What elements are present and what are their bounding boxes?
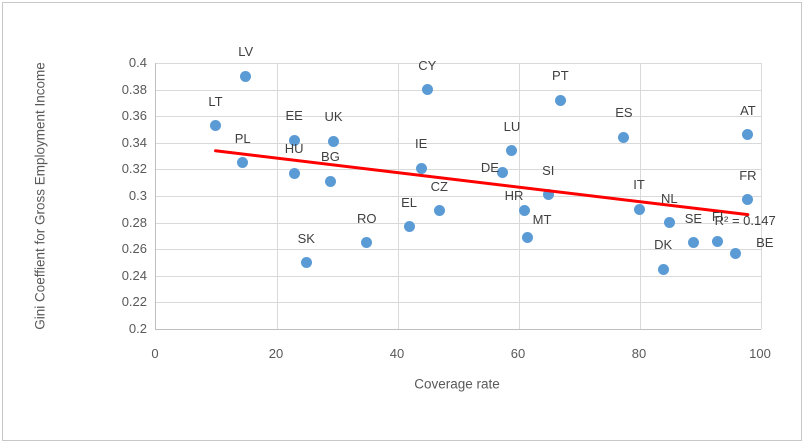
data-label-EE: EE	[285, 108, 303, 124]
data-point-SK	[300, 257, 312, 268]
data-label-ES: ES	[615, 105, 633, 121]
data-point-IT	[633, 203, 645, 215]
data-point-UK	[327, 135, 339, 147]
data-point-RO	[361, 237, 373, 249]
data-label-HR: HR	[504, 187, 524, 203]
data-point-NL	[663, 217, 675, 229]
data-label-CY: CY	[418, 57, 437, 73]
data-point-PT	[554, 94, 566, 106]
r-squared-label: R² = 0.147	[714, 213, 776, 229]
y-tick-label: 0.26	[121, 241, 147, 257]
y-tick-label: 0.22	[121, 294, 147, 310]
data-label-PL: PL	[234, 130, 251, 146]
gridline-horizontal	[156, 222, 761, 224]
trendline	[214, 149, 750, 217]
data-label-BE: BE	[756, 235, 774, 251]
data-label-EL: EL	[401, 194, 418, 210]
data-point-CZ	[433, 205, 445, 217]
data-label-LV: LV	[238, 44, 254, 60]
x-tick-label: 20	[268, 346, 284, 361]
data-point-BG	[324, 175, 336, 187]
data-point-BE	[730, 247, 742, 259]
gridline-horizontal	[156, 302, 761, 304]
gridline-vertical	[398, 63, 399, 329]
data-label-MT: MT	[532, 212, 552, 228]
y-tick-label: 0.24	[121, 267, 147, 283]
data-label-RO: RO	[357, 210, 377, 226]
data-point-PL	[237, 157, 249, 169]
data-point-HU	[288, 167, 300, 179]
data-label-IE: IE	[415, 136, 428, 152]
data-label-SI: SI	[542, 162, 555, 178]
data-label-NL: NL	[660, 190, 678, 206]
gridline-horizontal	[156, 116, 761, 118]
y-tick-label: 0.36	[121, 108, 147, 124]
data-point-FI	[712, 235, 724, 247]
y-tick-label: 0.32	[121, 161, 147, 177]
data-point-HR	[518, 205, 530, 217]
data-point-DK	[657, 263, 669, 275]
data-point-LU	[506, 145, 518, 157]
data-label-SE: SE	[684, 210, 703, 226]
data-point-EE	[288, 134, 300, 146]
data-point-SE	[687, 237, 699, 249]
data-label-HU: HU	[284, 141, 304, 157]
x-tick-label: 100	[749, 346, 771, 361]
gridline-horizontal	[156, 275, 761, 277]
gridline-horizontal	[156, 249, 761, 251]
data-point-SI	[542, 189, 554, 201]
data-point-CY	[421, 84, 433, 96]
data-label-DE: DE	[480, 160, 499, 176]
data-point-AT	[742, 129, 754, 141]
gridline-vertical	[761, 63, 762, 329]
gridline-horizontal	[156, 89, 761, 91]
y-tick-label: 0.2	[128, 321, 147, 336]
data-label-FR: FR	[739, 167, 757, 183]
data-label-LT: LT	[208, 93, 223, 109]
gridline-vertical	[519, 63, 520, 329]
x-tick-label: 80	[631, 346, 647, 361]
data-point-LV	[240, 70, 252, 82]
data-point-FR	[742, 194, 754, 206]
gridline-horizontal	[156, 63, 761, 64]
data-point-EL	[403, 221, 415, 233]
data-label-BG: BG	[321, 149, 340, 165]
y-axis-title: Gini Coeffient for Gross Employment Inco…	[32, 62, 48, 330]
x-tick-label: 40	[389, 346, 405, 361]
data-label-IT: IT	[633, 177, 645, 193]
x-axis-title: Coverage rate	[414, 376, 500, 392]
data-label-SK: SK	[297, 230, 315, 246]
gridline-vertical	[640, 63, 641, 329]
data-point-LT	[210, 120, 221, 131]
y-tick-label: 0.4	[128, 55, 147, 70]
data-label-UK: UK	[324, 109, 343, 125]
x-tick-label: 0	[151, 346, 159, 361]
data-label-CZ: CZ	[430, 178, 449, 194]
data-label-FI: FI	[711, 209, 724, 225]
gridline-vertical	[277, 63, 278, 329]
data-label-PT: PT	[552, 68, 569, 84]
y-tick-label: 0.3	[128, 188, 147, 203]
x-tick-label: 60	[510, 346, 526, 361]
trendline-layer	[214, 149, 750, 217]
y-tick-label: 0.38	[121, 81, 147, 97]
data-point-ES	[618, 131, 630, 143]
y-tick-label: 0.28	[121, 214, 147, 230]
data-point-DE	[497, 166, 509, 178]
gridline-horizontal	[156, 196, 761, 197]
gridline-horizontal	[156, 142, 761, 144]
data-point-IE	[415, 162, 427, 174]
y-tick-label: 0.34	[121, 134, 147, 150]
data-point-MT	[521, 231, 533, 243]
data-label-DK: DK	[654, 237, 673, 253]
gridline-horizontal	[156, 169, 761, 171]
data-label-AT: AT	[740, 102, 756, 118]
data-label-LU: LU	[503, 118, 521, 134]
plot-area	[155, 63, 762, 330]
